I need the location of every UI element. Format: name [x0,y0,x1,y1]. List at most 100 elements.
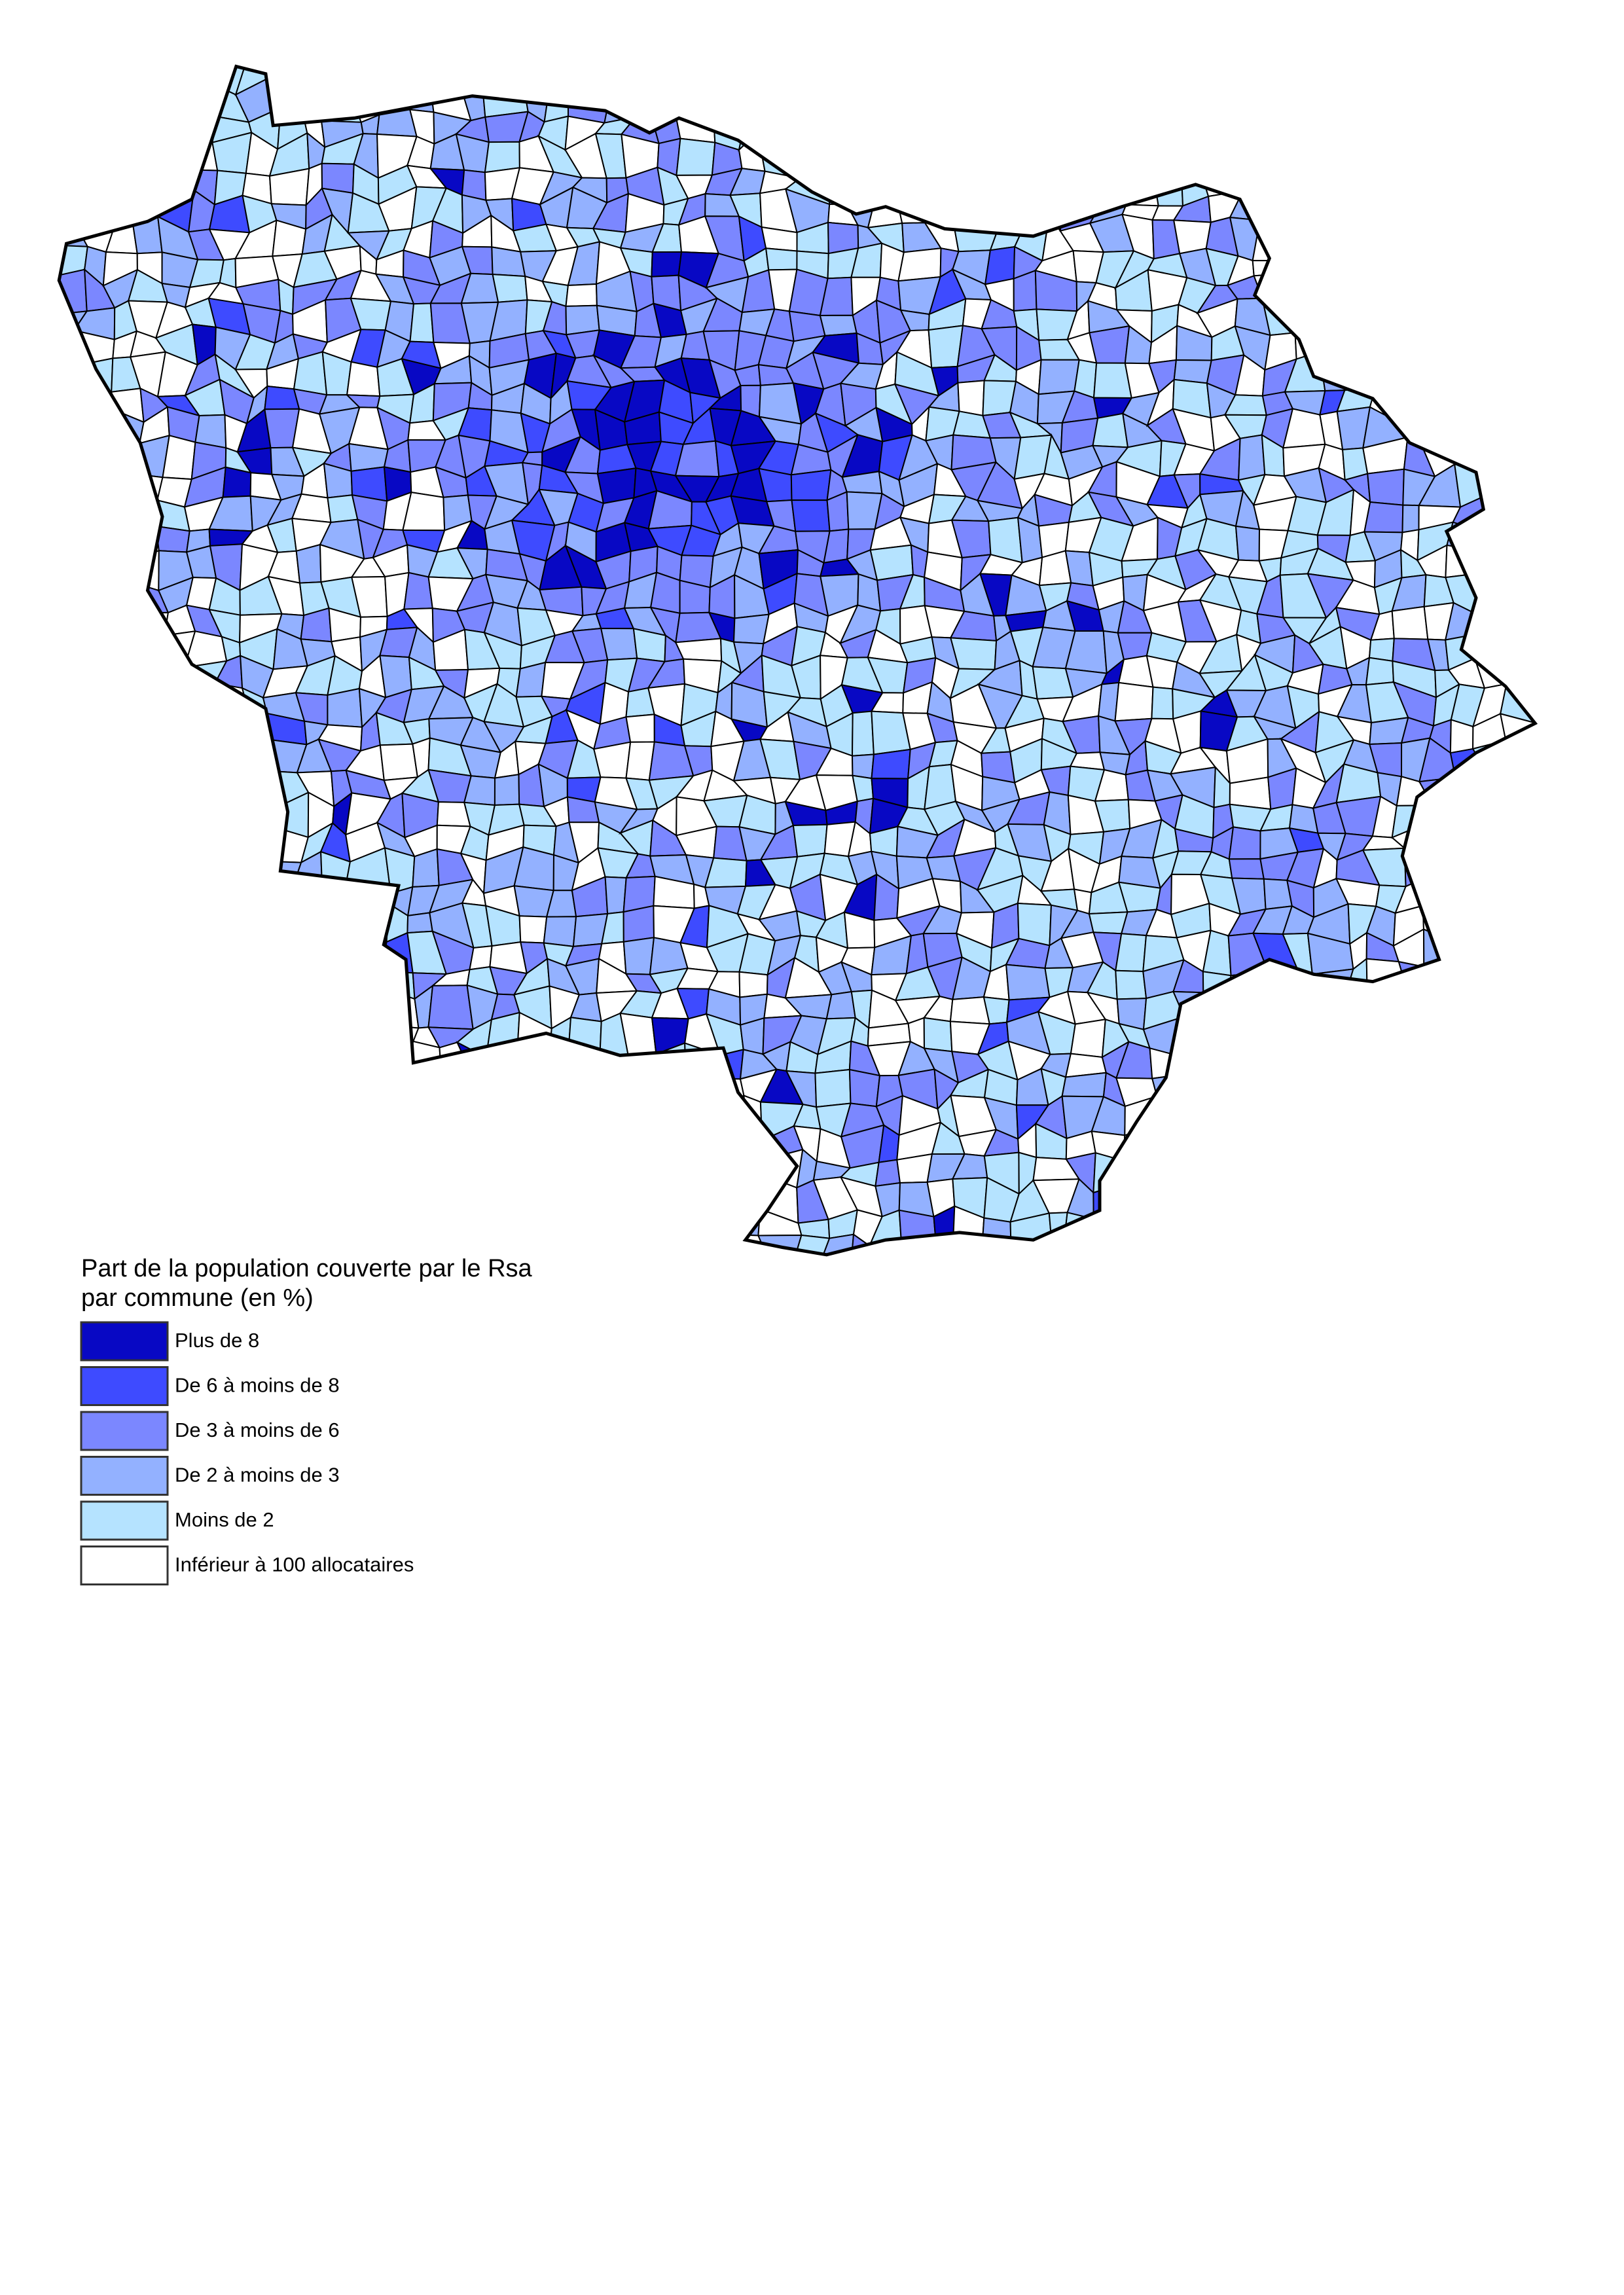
commune [1479,956,1519,990]
commune [131,1182,159,1209]
commune [1542,989,1559,1029]
commune [181,906,228,936]
commune [1089,325,1130,364]
commune [1426,1262,1451,1301]
commune [950,134,984,172]
commune [1127,1210,1156,1240]
commune [1509,416,1536,454]
commune [222,850,251,892]
commune [1537,848,1574,882]
commune [183,1049,212,1079]
commune [267,933,300,971]
commune [814,1068,852,1108]
commune [1259,194,1300,235]
commune [160,656,185,700]
commune [97,628,130,672]
commune [1472,282,1515,308]
commune [1339,225,1370,246]
commune [624,1204,653,1243]
commune [903,109,941,147]
commune [1362,1154,1398,1192]
commune [103,859,143,890]
commune [954,105,992,137]
commune [933,134,969,173]
commune [1417,1189,1461,1218]
commune [1261,160,1300,202]
commune [59,393,86,424]
commune [1471,901,1520,948]
commune [83,409,117,445]
commune [799,133,832,179]
commune [653,1073,687,1114]
commune [1287,988,1327,1031]
commune [792,823,828,858]
commune [1318,219,1343,253]
commune [1403,1048,1430,1083]
commune [152,906,196,936]
commune [952,1240,996,1255]
commune [606,1297,625,1331]
commune [439,1289,472,1329]
commune [295,1176,334,1221]
commune [1561,913,1601,949]
commune [1530,516,1536,558]
commune [1534,306,1536,344]
commune [1513,827,1536,859]
commune [1117,1265,1159,1297]
commune [156,1166,187,1192]
commune [405,1068,443,1107]
commune [293,1121,331,1165]
commune [131,158,168,196]
commune [160,160,196,191]
commune [1539,420,1566,453]
commune [242,1184,281,1216]
commune [278,1155,306,1190]
commune [1048,162,1066,194]
commune [1505,1122,1536,1159]
commune [209,1098,253,1138]
commune [242,1165,281,1190]
commune [712,85,746,122]
commune [1254,66,1299,85]
commune [1557,972,1600,1002]
commune [1473,300,1517,339]
commune [649,77,677,120]
commune [406,912,433,934]
commune [785,92,827,124]
commune [325,930,363,973]
commune [481,1156,520,1196]
commune [545,1158,582,1188]
commune [1453,194,1489,224]
commune [1307,1094,1353,1138]
commune [1282,251,1320,275]
commune [1309,270,1337,306]
commune [1561,327,1593,359]
commune [896,1261,929,1301]
commune [1199,1149,1232,1195]
commune [791,499,831,532]
commune [209,1184,255,1219]
commune [844,170,880,206]
commune [128,873,169,911]
commune [1471,987,1519,1027]
commune [1399,223,1434,260]
commune [1499,713,1536,752]
commune [706,1263,748,1293]
commune [1507,1291,1535,1332]
commune [1259,1297,1293,1330]
commune [681,1263,706,1293]
commune [1228,1243,1272,1255]
commune [1151,1153,1187,1197]
commune [1416,797,1465,828]
commune [245,1109,272,1135]
commune [1346,1206,1379,1240]
commune [59,578,84,619]
commune [1093,1260,1119,1297]
commune [816,1274,853,1299]
commune [1557,1043,1597,1083]
commune [1471,935,1520,977]
commune [1337,66,1380,86]
commune [1265,1237,1293,1255]
commune [250,994,278,1018]
